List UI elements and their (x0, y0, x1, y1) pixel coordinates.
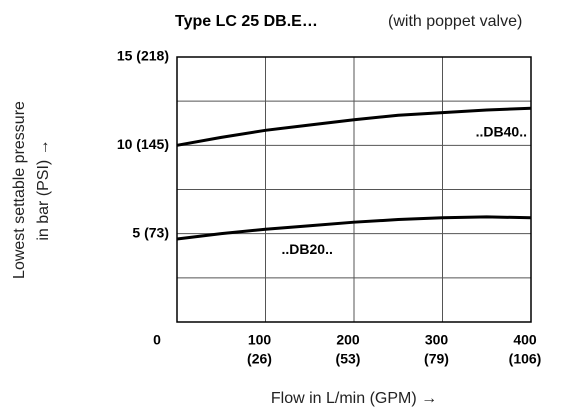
line-series (176, 215, 532, 241)
y-tick-label: 5 (73) (132, 224, 169, 240)
x-axis-label: Flow in L/min (GPM) → (271, 390, 437, 407)
x-tick-label: 100 (248, 332, 272, 348)
x-tick-label: 300 (425, 332, 449, 348)
y-tick-label: 10 (145) (117, 136, 169, 152)
x-tick-label: (26) (247, 351, 272, 367)
y-tick-label: 15 (218) (117, 48, 169, 64)
x-tick-label: (79) (424, 351, 449, 367)
series-label: ..DB20.. (282, 241, 333, 257)
chart-title: Type LC 25 DB.E… (175, 13, 318, 30)
y-axis-label: in bar (PSI) → (35, 139, 52, 240)
x-tick-label: 400 (513, 332, 537, 348)
x-tick-label: 0 (153, 332, 161, 348)
x-tick-label: 200 (336, 332, 360, 348)
chart-title-note: (with poppet valve) (388, 13, 522, 30)
line-series (176, 106, 532, 147)
x-tick-label: (53) (336, 351, 361, 367)
y-axis-label: Lowest settable pressure (11, 101, 28, 279)
series-label: ..DB40.. (476, 123, 527, 139)
x-tick-label: (106) (509, 351, 542, 367)
plot-frame (176, 56, 532, 323)
